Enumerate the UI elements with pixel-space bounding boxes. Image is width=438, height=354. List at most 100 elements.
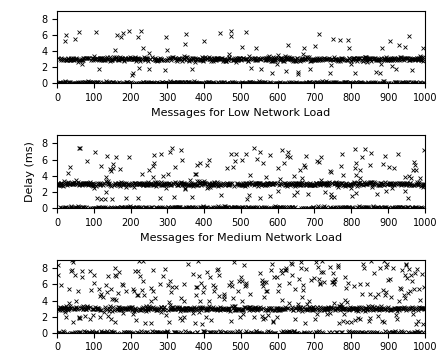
Point (245, 305, 252, 310)
Point (276, 182, 283, 188)
Point (110, 329, 117, 335)
Point (381, 319, 388, 325)
Point (311, 275, 318, 281)
Point (223, 80, 230, 86)
Point (370, 55, 377, 61)
Point (316, 80, 323, 86)
Point (381, 179, 388, 185)
Point (420, 182, 427, 188)
Point (313, 180, 320, 186)
Point (126, 154, 133, 160)
Point (151, 179, 158, 185)
Point (412, 205, 419, 210)
Point (287, 329, 294, 335)
Point (286, 204, 293, 210)
Point (119, 80, 126, 86)
Point (245, 53, 252, 59)
Point (60, 306, 67, 311)
Point (77, 181, 84, 186)
Point (57, 182, 64, 188)
Point (227, 180, 234, 185)
Point (301, 165, 308, 170)
Point (280, 328, 287, 334)
Point (59, 79, 66, 85)
Point (416, 180, 423, 185)
Point (190, 181, 197, 187)
Point (60, 328, 67, 334)
Point (255, 305, 262, 311)
Point (98, 205, 105, 211)
Point (162, 312, 170, 318)
Point (299, 179, 306, 185)
Point (397, 330, 404, 336)
Point (269, 318, 276, 324)
Point (354, 330, 361, 335)
Point (82, 306, 89, 312)
Point (387, 306, 394, 312)
Point (408, 182, 415, 188)
Point (313, 205, 320, 211)
Point (337, 330, 344, 335)
Point (385, 180, 392, 186)
Point (64, 170, 71, 176)
Point (163, 181, 170, 187)
Point (67, 56, 74, 62)
Point (243, 280, 250, 286)
Point (252, 306, 259, 312)
Point (318, 182, 325, 187)
Point (209, 304, 216, 310)
Point (321, 80, 328, 86)
Point (124, 306, 131, 311)
Point (274, 288, 281, 293)
Point (144, 58, 151, 64)
Point (296, 306, 303, 311)
Point (92, 205, 99, 210)
Point (90, 79, 97, 85)
Point (91, 272, 98, 278)
Point (208, 180, 215, 185)
Point (128, 56, 135, 61)
Point (303, 55, 310, 60)
Point (396, 305, 403, 310)
Point (348, 330, 355, 336)
Point (57, 307, 64, 313)
Point (281, 53, 288, 59)
Point (362, 54, 369, 60)
Point (61, 309, 68, 315)
Point (86, 79, 93, 85)
Point (202, 306, 209, 312)
Point (279, 80, 286, 86)
Point (392, 205, 399, 211)
Point (114, 205, 121, 211)
Point (80, 55, 87, 61)
Point (193, 284, 200, 290)
Point (323, 181, 330, 187)
Point (357, 56, 364, 61)
Point (170, 80, 177, 86)
Point (268, 80, 275, 86)
Point (340, 182, 347, 188)
Point (253, 80, 260, 86)
Point (287, 204, 294, 210)
Point (222, 57, 229, 62)
Point (186, 182, 193, 188)
Point (322, 307, 329, 312)
Point (83, 306, 90, 312)
Point (115, 182, 122, 187)
Point (219, 305, 226, 310)
Point (319, 205, 326, 211)
Point (340, 318, 347, 324)
Point (353, 183, 360, 189)
Point (99, 330, 106, 336)
Point (288, 56, 295, 61)
Point (389, 330, 396, 335)
Point (87, 80, 94, 85)
Point (294, 189, 301, 195)
Point (324, 180, 331, 186)
Point (356, 316, 363, 322)
Point (192, 306, 199, 311)
Point (215, 80, 223, 86)
Point (81, 79, 88, 85)
Point (151, 305, 158, 310)
Point (290, 80, 297, 86)
